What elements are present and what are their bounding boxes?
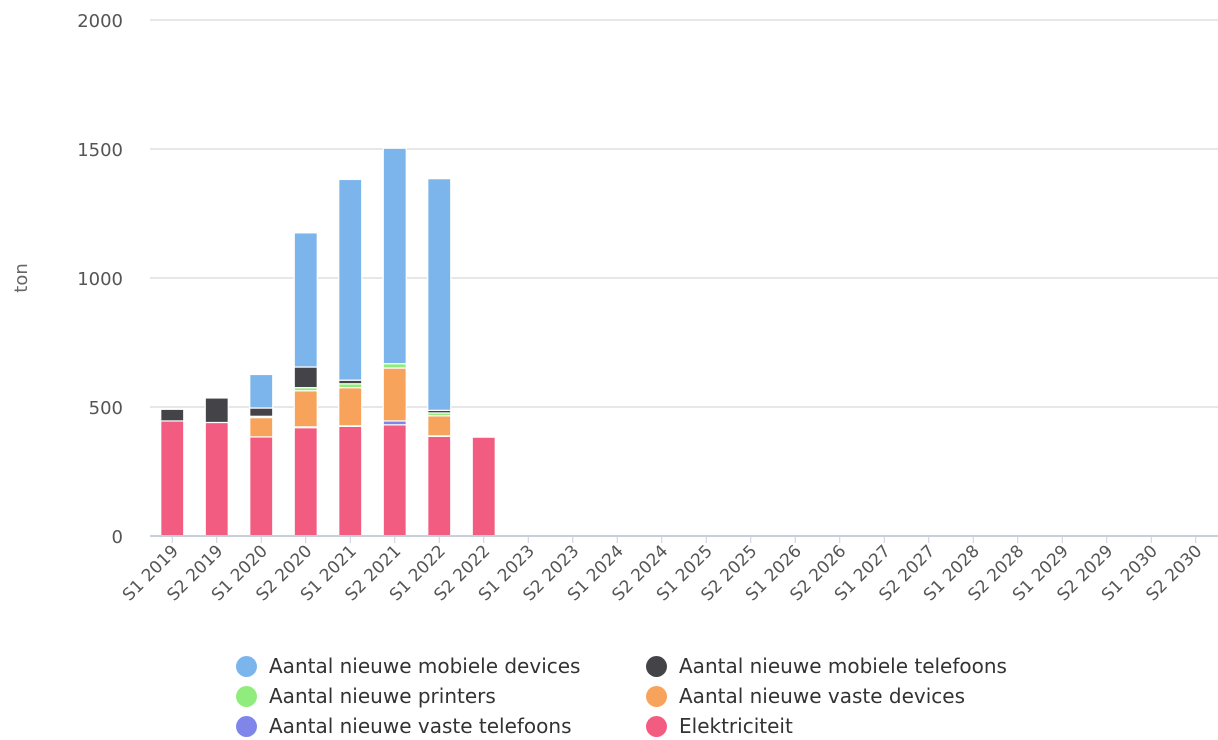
legend-label: Aantal nieuwe mobiele devices — [269, 654, 581, 678]
series-aantal-nieuwe-mobiele-telefoons — [160, 366, 452, 424]
series-aantal-nieuwe-vaste-devices — [249, 367, 452, 438]
legend-label: Aantal nieuwe vaste telefoons — [269, 714, 572, 738]
y-tick-label: 1500 — [77, 140, 123, 161]
y-axis-title: ton — [11, 263, 32, 292]
bar-segment — [338, 387, 363, 427]
bar-segment — [382, 367, 407, 422]
bar-series — [160, 147, 496, 537]
bar-segment — [249, 416, 274, 438]
bar-segment — [338, 178, 363, 381]
legend-label: Aantal nieuwe printers — [269, 684, 496, 708]
bar-segment — [471, 436, 496, 537]
series-elektriciteit — [160, 420, 496, 537]
bar-segment — [204, 397, 229, 424]
bar-segment — [382, 147, 407, 365]
bar-segment — [160, 408, 185, 422]
legend-swatch — [646, 655, 667, 677]
legend-item[interactable]: Aantal nieuwe mobiele telefoons — [646, 654, 1066, 678]
chart-legend: Aantal nieuwe mobiele devices Aantal nieu… — [236, 654, 1066, 738]
legend-label: Aantal nieuwe mobiele telefoons — [679, 654, 1007, 678]
bar-segment — [427, 435, 452, 537]
bar-segment — [293, 366, 318, 389]
legend-item[interactable]: Aantal nieuwe printers — [236, 684, 646, 708]
legend-swatch — [236, 685, 257, 707]
bar-segment — [249, 373, 274, 409]
bar-segment — [382, 424, 407, 537]
legend-swatch — [646, 715, 667, 737]
bar-segment — [427, 415, 452, 437]
legend-item[interactable]: Aantal nieuwe mobiele devices — [236, 654, 646, 678]
bar-segment — [249, 407, 274, 417]
bar-segment — [293, 390, 318, 428]
legend-item[interactable]: Elektriciteit — [646, 714, 1066, 738]
bar-segment — [160, 420, 185, 537]
series-aantal-nieuwe-mobiele-devices — [249, 147, 452, 411]
legend-item[interactable]: Aantal nieuwe vaste devices — [646, 684, 1066, 708]
legend-label: Aantal nieuwe vaste devices — [679, 684, 965, 708]
legend-swatch — [646, 685, 667, 707]
y-axis-ticks: 0 500 1000 1500 2000 — [77, 11, 123, 548]
legend-swatch — [236, 715, 257, 737]
y-tick-label: 0 — [112, 527, 123, 548]
y-tick-label: 500 — [89, 398, 123, 419]
legend-swatch — [236, 655, 257, 677]
bar-segment — [293, 427, 318, 537]
bar-segment — [204, 421, 229, 537]
y-tick-label: 1000 — [77, 269, 123, 290]
bar-segment — [338, 425, 363, 537]
bar-segment — [427, 178, 452, 411]
bar-segment — [293, 232, 318, 368]
bar-segment — [249, 436, 274, 537]
bar-segment — [382, 363, 407, 369]
legend-label: Elektriciteit — [679, 714, 793, 738]
y-tick-label: 2000 — [77, 11, 123, 32]
legend-item[interactable]: Aantal nieuwe vaste telefoons — [236, 714, 646, 738]
